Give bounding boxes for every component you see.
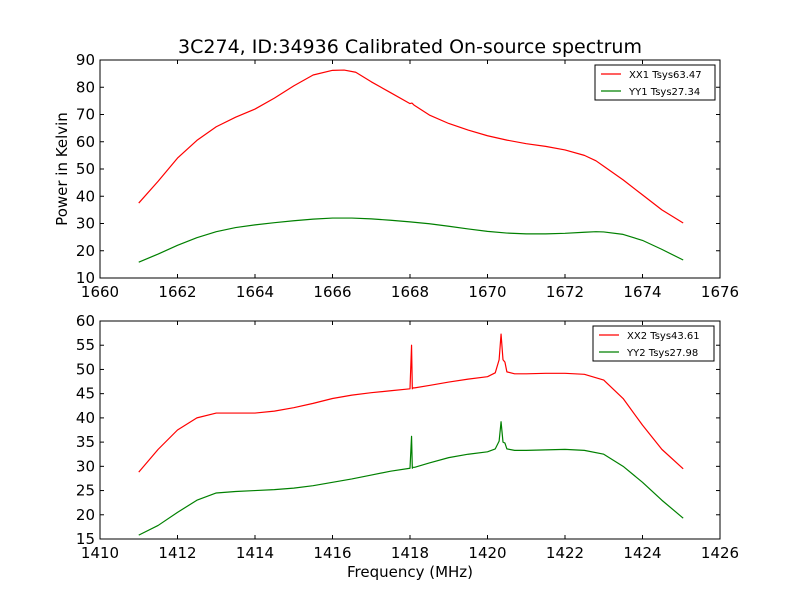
x-tick-label: 1672 xyxy=(546,283,584,301)
legend-box xyxy=(592,325,715,362)
legend-label: YY1 Tsys27.34 xyxy=(628,87,700,98)
x-tick-label: 1660 xyxy=(81,283,119,301)
legend: XX1 Tsys63.47 YY1 Tsys27.34 xyxy=(594,64,716,101)
x-tick-label: 1410 xyxy=(81,544,119,562)
x-tick-label: 1424 xyxy=(623,544,661,562)
x-tick-label: 1416 xyxy=(313,544,351,562)
x-axis-label: Frequency (MHz) xyxy=(347,563,473,581)
figure-title: 3C274, ID:34936 Calibrated On-source spe… xyxy=(178,36,642,58)
y-tick-label: 90 xyxy=(76,51,95,69)
y-tick-label: 20 xyxy=(76,242,95,260)
legend-box xyxy=(594,64,716,101)
y-tick-label: 30 xyxy=(76,215,95,233)
x-tick-label: 1422 xyxy=(546,544,584,562)
x-tick-label: 1668 xyxy=(391,283,429,301)
legend: XX2 Tsys43.61 YY2 Tsys27.98 xyxy=(592,325,715,362)
y-tick-label: 80 xyxy=(76,78,95,96)
series-line-2-2 xyxy=(138,421,684,536)
x-tick-label: 1670 xyxy=(468,283,506,301)
x-tick-label: 1662 xyxy=(158,283,196,301)
y-tick-label: 20 xyxy=(76,506,95,524)
y-tick-label: 35 xyxy=(76,433,95,451)
x-tick-label: 1418 xyxy=(391,544,429,562)
legend-label: XX2 Tsys43.61 xyxy=(627,331,700,342)
series-line-1-2 xyxy=(138,217,684,263)
y-tick-label: 15 xyxy=(76,530,95,548)
y-axis-label: Power in Kelvin xyxy=(53,112,71,226)
x-tick-label: 1414 xyxy=(236,544,274,562)
y-tick-label: 60 xyxy=(76,312,95,330)
y-tick-label: 60 xyxy=(76,133,95,151)
y-tick-label: 55 xyxy=(76,336,95,354)
x-tick-label: 1664 xyxy=(236,283,274,301)
y-tick-label: 25 xyxy=(76,482,95,500)
legend-label: YY2 Tsys27.98 xyxy=(626,348,698,359)
legend-label: XX1 Tsys63.47 xyxy=(629,70,702,81)
y-tick-label: 30 xyxy=(76,457,95,475)
x-tick-label: 1666 xyxy=(313,283,351,301)
x-tick-label: 1676 xyxy=(701,283,739,301)
x-tick-label: 1412 xyxy=(158,544,196,562)
x-tick-label: 1674 xyxy=(623,283,661,301)
chart-panel-1: 1660 1662 1664 1666 1668 1670 1672 1674 1676 10 20… xyxy=(53,51,739,301)
y-tick-label: 10 xyxy=(76,269,95,287)
y-tick-label: 70 xyxy=(76,106,95,124)
y-tick-label: 45 xyxy=(76,385,95,403)
y-tick-label: 40 xyxy=(76,187,95,205)
series-line-1-1 xyxy=(138,69,684,224)
x-tick-label: 1420 xyxy=(468,544,506,562)
y-tick-label: 40 xyxy=(76,409,95,427)
y-tick-label: 50 xyxy=(76,360,95,378)
y-tick-label: 50 xyxy=(76,160,95,178)
chart-panel-2: 1410 1412 1414 1416 1418 1420 1422 1424 1426 15 20… xyxy=(76,312,739,581)
x-tick-label: 1426 xyxy=(701,544,739,562)
series-line-2-1 xyxy=(138,333,684,473)
